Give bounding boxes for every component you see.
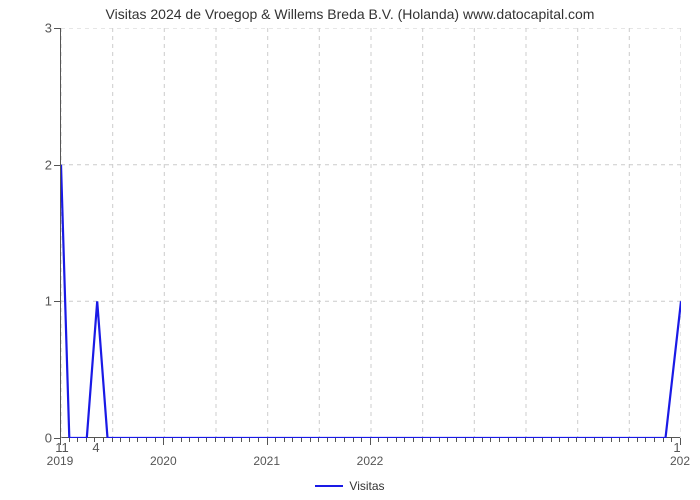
x-point-label: 11 [55,440,69,455]
ytick-label: 1 [12,294,52,309]
x-minor-tick [353,438,354,442]
y-major-tick [54,165,60,166]
x-minor-tick [499,438,500,442]
x-minor-tick [146,438,147,442]
x-minor-tick [413,438,414,442]
x-minor-tick [422,438,423,442]
x-minor-tick [465,438,466,442]
x-minor-tick [344,438,345,442]
x-minor-tick [172,438,173,442]
x-minor-tick [232,438,233,442]
x-minor-tick [628,438,629,442]
x-minor-tick [447,438,448,442]
x-major-label: 202 [670,454,690,468]
x-minor-tick [318,438,319,442]
x-minor-tick [473,438,474,442]
x-minor-tick [206,438,207,442]
x-minor-tick [396,438,397,442]
chart-container: Visitas 2024 de Vroegop & Willems Breda … [0,0,700,500]
x-minor-tick [189,438,190,442]
x-major-tick [163,438,164,445]
x-minor-tick [404,438,405,442]
x-minor-tick [249,438,250,442]
x-minor-tick [542,438,543,442]
x-minor-tick [619,438,620,442]
x-minor-tick [654,438,655,442]
x-minor-tick [585,438,586,442]
x-minor-tick [533,438,534,442]
ytick-label: 0 [12,431,52,446]
x-minor-tick [103,438,104,442]
plot-svg [61,28,681,438]
x-minor-tick [482,438,483,442]
x-minor-tick [284,438,285,442]
legend-label: Visitas [349,479,384,493]
x-minor-tick [387,438,388,442]
x-major-label: 2020 [150,454,177,468]
x-minor-tick [576,438,577,442]
x-minor-tick [611,438,612,442]
x-minor-tick [490,438,491,442]
x-minor-tick [275,438,276,442]
x-minor-tick [378,438,379,442]
x-major-label: 2022 [357,454,384,468]
y-major-tick [54,438,60,439]
x-minor-tick [335,438,336,442]
x-minor-tick [77,438,78,442]
x-minor-tick [645,438,646,442]
x-minor-tick [292,438,293,442]
ytick-label: 2 [12,157,52,172]
x-minor-tick [198,438,199,442]
x-minor-tick [86,438,87,442]
x-major-label: 2021 [253,454,280,468]
x-minor-tick [637,438,638,442]
x-minor-tick [137,438,138,442]
x-minor-tick [551,438,552,442]
plot-area [60,28,680,438]
x-minor-tick [602,438,603,442]
x-minor-tick [361,438,362,442]
x-minor-tick [181,438,182,442]
y-major-tick [54,301,60,302]
x-point-label: 4 [92,440,99,455]
x-major-tick [370,438,371,445]
ytick-label: 3 [12,21,52,36]
x-major-tick [267,438,268,445]
x-minor-tick [241,438,242,442]
x-minor-tick [594,438,595,442]
x-minor-tick [456,438,457,442]
gridlines [61,28,681,438]
x-minor-tick [224,438,225,442]
x-minor-tick [155,438,156,442]
legend-swatch [315,485,343,487]
legend: Visitas [0,478,700,493]
x-minor-tick [112,438,113,442]
x-minor-tick [129,438,130,442]
x-minor-tick [430,438,431,442]
x-minor-tick [215,438,216,442]
x-minor-tick [568,438,569,442]
x-minor-tick [327,438,328,442]
x-major-label: 2019 [47,454,74,468]
x-minor-tick [258,438,259,442]
x-minor-tick [301,438,302,442]
x-minor-tick [671,438,672,442]
y-major-tick [54,28,60,29]
x-minor-tick [310,438,311,442]
chart-title: Visitas 2024 de Vroegop & Willems Breda … [0,6,700,22]
x-minor-tick [516,438,517,442]
x-point-label: 1 [673,440,680,455]
x-minor-tick [120,438,121,442]
x-minor-tick [559,438,560,442]
x-minor-tick [508,438,509,442]
x-minor-tick [439,438,440,442]
x-minor-tick [663,438,664,442]
x-minor-tick [525,438,526,442]
